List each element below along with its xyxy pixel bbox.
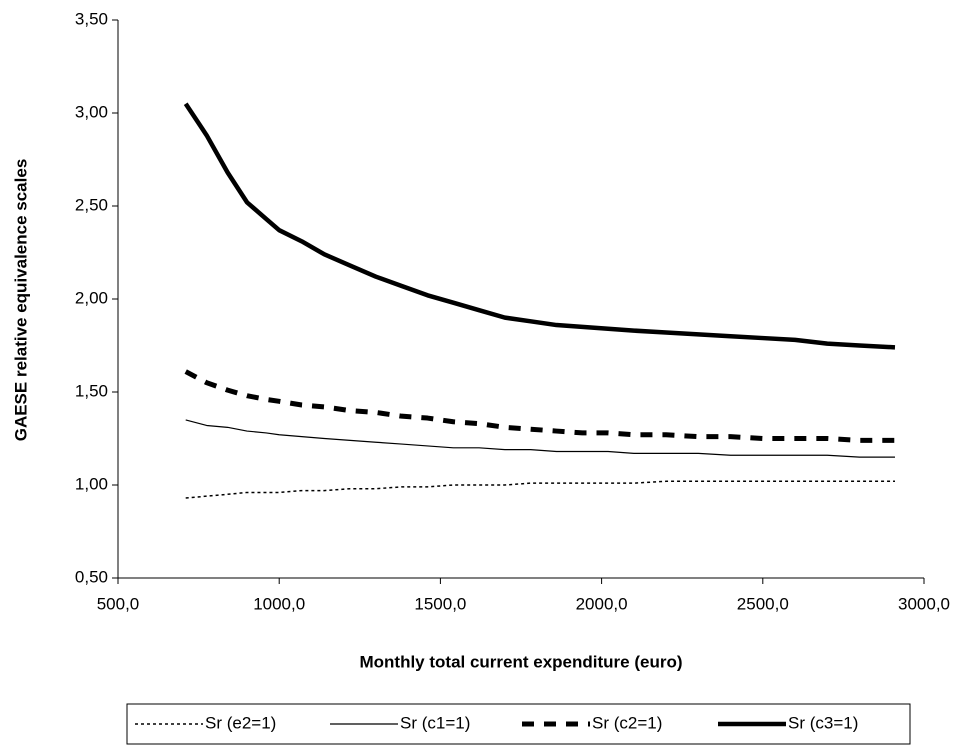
y-tick-label: 0,50 bbox=[75, 567, 108, 586]
x-tick-label: 500,0 bbox=[97, 594, 140, 613]
series-line bbox=[184, 369, 895, 443]
legend-label: Sr (c3=1) bbox=[788, 713, 858, 732]
y-tick-label: 3,00 bbox=[75, 102, 108, 121]
y-tick-label: 1,50 bbox=[75, 381, 108, 400]
legend-label: Sr (c1=1) bbox=[400, 713, 470, 732]
series-line bbox=[183, 102, 896, 350]
series-line bbox=[185, 480, 895, 499]
legend-box bbox=[126, 703, 911, 745]
x-tick-label: 1500,0 bbox=[414, 594, 466, 613]
legend-label: Sr (c2=1) bbox=[592, 713, 662, 732]
x-tick-label: 3000,0 bbox=[898, 594, 950, 613]
x-tick-label: 2500,0 bbox=[737, 594, 789, 613]
y-tick-label: 2,50 bbox=[75, 195, 108, 214]
y-axis-title: GAESE relative equivalence scales bbox=[11, 159, 30, 442]
legend-label: Sr (e2=1) bbox=[205, 713, 276, 732]
y-tick-label: 1,00 bbox=[75, 474, 108, 493]
y-tick-label: 2,00 bbox=[75, 288, 108, 307]
y-tick-label: 3,50 bbox=[75, 9, 108, 28]
series-line bbox=[185, 419, 895, 458]
x-tick-label: 1000,0 bbox=[253, 594, 305, 613]
x-axis-title: Monthly total current expenditure (euro) bbox=[359, 652, 682, 671]
x-tick-label: 2000,0 bbox=[576, 594, 628, 613]
